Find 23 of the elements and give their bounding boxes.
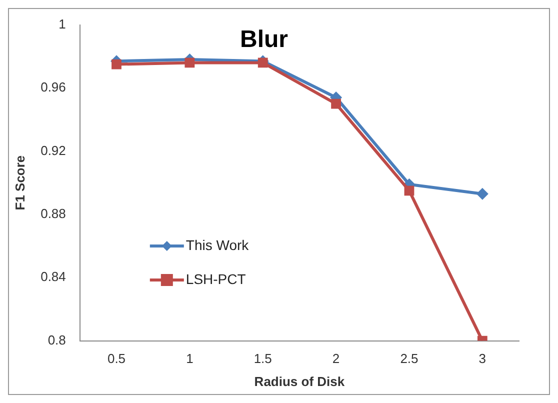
point xyxy=(331,98,341,109)
y-axis-title: F1 Score xyxy=(12,155,28,210)
x-tick-label: 1.5 xyxy=(254,351,272,366)
chart-title: Blur xyxy=(240,26,288,54)
x-tick-label: 0.5 xyxy=(107,351,126,366)
y-tick-label: 0.92 xyxy=(40,142,66,158)
x-tick-label: 1 xyxy=(186,351,194,366)
y-tick-label: 0.88 xyxy=(40,206,66,221)
x-axis-title: Radius of Disk xyxy=(254,374,346,389)
x-tick-label: 2 xyxy=(332,351,340,366)
legend-label: LSH-PCT xyxy=(186,270,246,287)
y-tick-label: 0.96 xyxy=(40,80,66,95)
point xyxy=(112,59,122,70)
point xyxy=(476,188,488,200)
y-tick-label: 0.84 xyxy=(40,269,66,284)
x-tick-label: 3 xyxy=(478,351,486,366)
legend-label: This Work xyxy=(186,236,250,253)
point xyxy=(184,58,195,68)
x-tick-label: 2.5 xyxy=(400,351,418,366)
point xyxy=(258,58,268,68)
y-tick-label: 0.8 xyxy=(48,332,66,348)
point xyxy=(404,186,414,196)
text: 1 xyxy=(58,16,66,32)
